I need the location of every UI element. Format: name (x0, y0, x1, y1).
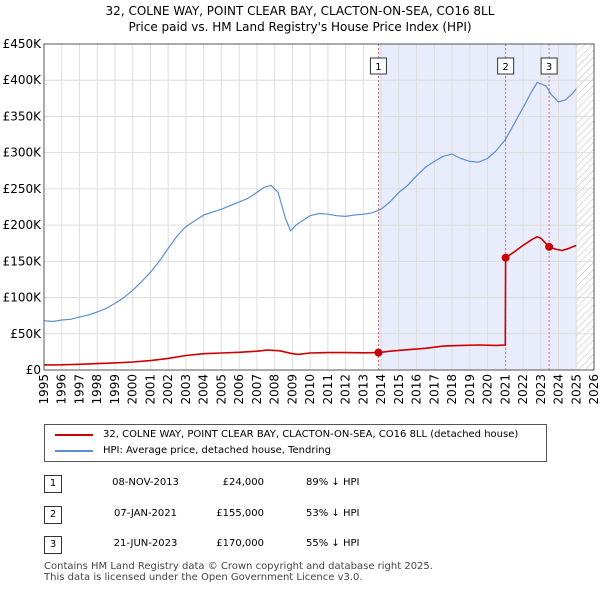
sale-marker-box-1 (369, 57, 387, 75)
price-chart: 1 2 3 £0 £50K £100K £150K £200K £250K £300K £350K £… (3, 37, 600, 405)
x-tick-label-1999: 1999 (108, 374, 122, 405)
x-tick-label-2005: 2005 (214, 374, 228, 405)
x-tick-label-2003: 2003 (179, 374, 193, 405)
y-tick-label-5: £250K (3, 182, 43, 196)
x-tick-label-2021: 2021 (498, 374, 512, 405)
x-tick-label-2001: 2001 (143, 374, 157, 405)
shaded-region (378, 44, 577, 370)
y-tick-label-7: £350K (3, 109, 43, 123)
x-tick-label-2014: 2014 (374, 374, 388, 405)
legend-swatch-property (55, 434, 93, 436)
y-tick-label-3: £150K (3, 254, 43, 268)
x-tick-label-2002: 2002 (161, 374, 175, 405)
sale-hpi-3: 55% ↓ HPI (306, 538, 360, 549)
sale-price-2: £155,000 (216, 508, 264, 519)
sale-marker-label-2: 2 (502, 62, 508, 73)
x-tick-label-2019: 2019 (463, 374, 477, 405)
sale-row-2: 2 07-JAN-2021 £155,000 53% ↓ HPI (44, 506, 464, 524)
x-tick-label-2009: 2009 (285, 374, 299, 405)
sale-price-1: £24,000 (222, 477, 264, 488)
x-tick-label-1995: 1995 (37, 374, 51, 405)
sale-hpi-2: 53% ↓ HPI (306, 508, 360, 519)
footer-line2: This data is licensed under the Open Gov… (44, 572, 363, 583)
x-tick-label-2026: 2026 (587, 374, 600, 405)
sale-date-3: 21-JUN-2023 (113, 538, 178, 549)
sale-hpi-1: 89% ↓ HPI (306, 477, 360, 488)
y-tick-label-6: £300K (3, 146, 43, 160)
x-tick-label-1998: 1998 (90, 374, 104, 405)
y-tick-label-0: £0 (26, 363, 41, 377)
x-tick-label-1997: 1997 (72, 374, 86, 405)
x-tick-label-2018: 2018 (445, 374, 459, 405)
hpi-line (43, 81, 577, 323)
legend-label-hpi: HPI: Average price, detached house, Tend… (103, 445, 331, 456)
sale-row-3: 3 21-JUN-2023 £170,000 55% ↓ HPI (44, 536, 464, 554)
x-tick-label-2016: 2016 (410, 374, 424, 405)
x-tick-label-2011: 2011 (321, 374, 335, 405)
sale-price-3: £170,000 (216, 538, 264, 549)
sale-date-2: 07-JAN-2021 (113, 508, 178, 519)
sale-marker-1: 1 (44, 475, 62, 493)
y-tick-label-9: £450K (3, 37, 43, 51)
y-tick-label-8: £400K (3, 73, 43, 87)
x-tick-label-2024: 2024 (552, 374, 566, 405)
x-tick-label-2010: 2010 (303, 374, 317, 405)
chart-title-line2: Price paid vs. HM Land Registry's House … (128, 20, 472, 34)
legend: 32, COLNE WAY, POINT CLEAR BAY, CLACTON-… (44, 424, 547, 462)
x-tick-label-2022: 2022 (516, 374, 530, 405)
x-tick-label-2017: 2017 (427, 374, 441, 405)
x-tick-label-2013: 2013 (356, 374, 370, 405)
y-tick-label-4: £200K (3, 218, 43, 232)
chart-title: 32, COLNE WAY, POINT CLEAR BAY, CLACTON-… (0, 3, 600, 35)
sale-marker-box-3 (540, 57, 558, 75)
plot-frame (43, 43, 595, 371)
property-price-line (43, 235, 577, 366)
sale-marker-box-2 (497, 57, 515, 75)
chart-title-line1: 32, COLNE WAY, POINT CLEAR BAY, CLACTON-… (105, 4, 495, 18)
x-tick-label-2007: 2007 (250, 374, 264, 405)
x-tick-label-2025: 2025 (569, 374, 583, 405)
sale-point-1 (374, 348, 383, 357)
sale-point-3 (545, 242, 554, 251)
x-tick-label-2006: 2006 (232, 374, 246, 405)
x-tick-label-2015: 2015 (392, 374, 406, 405)
x-tick-label-2020: 2020 (481, 374, 495, 405)
sale-marker-3: 3 (44, 536, 62, 554)
sale-marker-2: 2 (44, 506, 62, 524)
y-tick-label-1: £50K (10, 327, 42, 341)
sale-date-1: 08-NOV-2013 (112, 477, 179, 488)
x-tick-label-2004: 2004 (197, 374, 211, 405)
x-tick-label-2008: 2008 (268, 374, 282, 405)
sale-marker-label-1: 1 (375, 62, 381, 73)
sale-point-2 (501, 253, 510, 262)
x-tick-label-2000: 2000 (126, 374, 140, 405)
sale-row-1: 1 08-NOV-2013 £24,000 89% ↓ HPI (44, 475, 464, 493)
x-tick-label-2023: 2023 (534, 374, 548, 405)
x-tick-label-1996: 1996 (55, 374, 69, 405)
footer-line1: Contains HM Land Registry data © Crown c… (44, 561, 433, 572)
legend-label-property: 32, COLNE WAY, POINT CLEAR BAY, CLACTON-… (103, 429, 519, 440)
legend-swatch-hpi (55, 450, 93, 452)
y-tick-label-2: £100K (3, 291, 43, 305)
footer: Contains HM Land Registry data © Crown c… (44, 561, 433, 583)
sale-marker-label-3: 3 (546, 62, 552, 73)
forecast-hatch-region (576, 44, 594, 370)
x-tick-label-2012: 2012 (339, 374, 353, 405)
